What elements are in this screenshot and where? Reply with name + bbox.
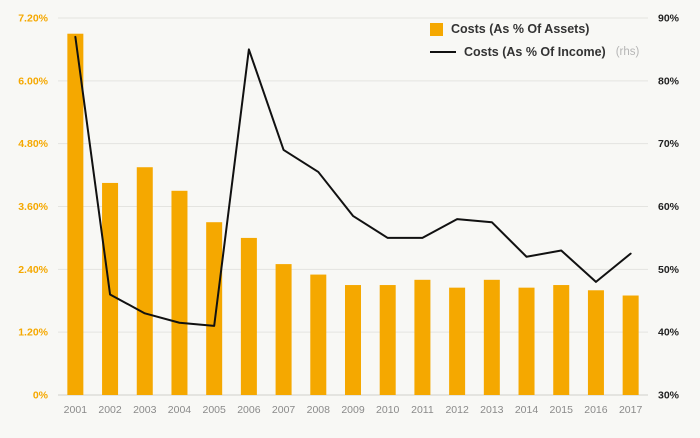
bar-costs-assets[interactable] [483, 279, 500, 395]
x-axis-tick: 2017 [619, 404, 643, 416]
bar-costs-assets[interactable] [379, 285, 396, 395]
bar-costs-assets[interactable] [449, 287, 466, 395]
left-axis-tick: 4.80% [18, 138, 48, 150]
right-axis-tick: 80% [658, 75, 680, 87]
left-axis-tick: 7.20% [18, 13, 48, 25]
x-axis-tick: 2007 [272, 404, 296, 416]
legend-label-assets: Costs (As % Of Assets) [451, 22, 590, 36]
x-axis-tick: 2004 [168, 404, 192, 416]
right-axis-tick: 70% [658, 138, 680, 150]
line-swatch-icon [430, 51, 456, 53]
x-axis-tick: 2003 [133, 404, 157, 416]
x-axis-tick: 2001 [64, 404, 88, 416]
bar-costs-assets[interactable] [206, 222, 223, 395]
legend-item-costs-assets[interactable]: Costs (As % Of Assets) [430, 22, 639, 36]
bar-costs-assets[interactable] [67, 33, 84, 395]
x-axis-tick: 2015 [550, 404, 574, 416]
bar-costs-assets[interactable] [345, 285, 361, 395]
right-axis-tick: 50% [658, 264, 680, 276]
x-axis-tick: 2002 [98, 404, 122, 416]
x-axis-tick: 2006 [237, 404, 261, 416]
legend-rhs-suffix: (rhs) [615, 46, 640, 58]
x-axis-tick: 2009 [341, 404, 365, 416]
x-axis-tick: 2010 [376, 404, 400, 416]
left-axis-tick: 0% [33, 390, 49, 402]
legend-item-costs-income[interactable]: Costs (As % Of Income) (rhs) [430, 45, 639, 59]
bar-costs-assets[interactable] [240, 237, 257, 395]
left-axis-tick: 1.20% [18, 327, 48, 339]
x-axis-tick: 2008 [307, 404, 331, 416]
bar-swatch-icon [430, 22, 443, 36]
right-axis-tick: 30% [658, 390, 680, 402]
bar-costs-assets[interactable] [310, 274, 327, 395]
bar-costs-assets[interactable] [553, 285, 570, 395]
bar-costs-assets[interactable] [275, 264, 292, 395]
x-axis-tick: 2014 [515, 404, 539, 416]
right-axis-tick: 40% [658, 327, 680, 339]
left-axis-tick: 3.60% [18, 201, 48, 213]
bar-costs-assets[interactable] [136, 167, 153, 395]
x-axis-tick: 2012 [445, 404, 469, 416]
x-axis-tick: 2011 [411, 404, 434, 416]
right-axis-tick: 60% [658, 201, 680, 213]
x-axis-tick: 2005 [202, 404, 226, 416]
legend-label-income: Costs (As % Of Income) [464, 45, 606, 59]
bar-costs-assets[interactable] [622, 295, 639, 395]
x-axis-tick: 2013 [480, 404, 504, 416]
bar-costs-assets[interactable] [518, 287, 535, 395]
bar-costs-assets[interactable] [587, 290, 604, 395]
left-axis-tick: 6.00% [18, 75, 48, 87]
left-axis-tick: 2.40% [18, 264, 48, 276]
bar-costs-assets[interactable] [171, 190, 188, 395]
bar-costs-assets[interactable] [414, 279, 431, 395]
line-costs-income [74, 35, 632, 327]
x-axis-tick: 2016 [584, 404, 608, 416]
legend: Costs (As % Of Assets) Costs (As % Of In… [430, 22, 639, 59]
right-axis-tick: 90% [658, 13, 680, 25]
